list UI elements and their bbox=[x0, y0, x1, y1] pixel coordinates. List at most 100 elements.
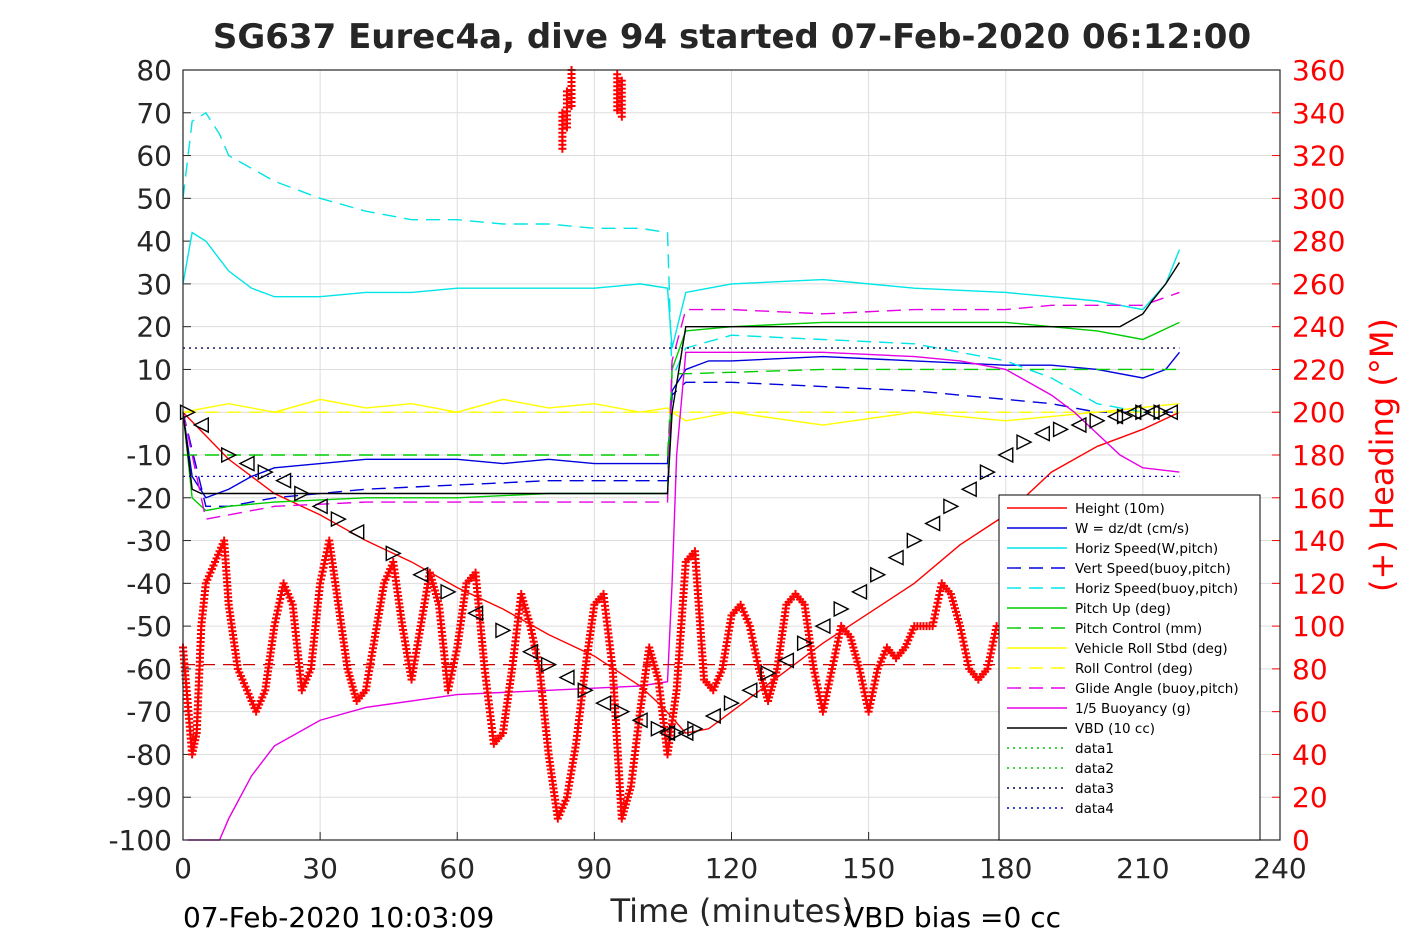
y2-tick-label: 340 bbox=[1292, 97, 1345, 130]
legend-label: data1 bbox=[1075, 741, 1114, 757]
height-marker bbox=[760, 665, 777, 682]
y-tick-label: -10 bbox=[126, 439, 172, 472]
footer-vbd-bias: VBD bias =0 cc bbox=[845, 901, 1061, 934]
x-tick-label: 210 bbox=[1116, 852, 1169, 885]
y2-tick-label: 200 bbox=[1292, 396, 1345, 429]
height-marker bbox=[257, 463, 274, 481]
legend-label: Roll Control (deg) bbox=[1075, 661, 1193, 677]
height-marker bbox=[850, 583, 868, 601]
height-marker bbox=[330, 511, 347, 528]
y2-tick-label: 180 bbox=[1292, 439, 1345, 472]
height-marker bbox=[924, 515, 941, 532]
height-marker bbox=[1033, 425, 1051, 442]
y-tick-label: 60 bbox=[136, 140, 172, 173]
height-marker bbox=[960, 481, 977, 498]
legend-label: Height (10m) bbox=[1075, 501, 1165, 517]
height-marker bbox=[668, 724, 686, 742]
y2-tick-label: 120 bbox=[1292, 567, 1345, 600]
height-marker bbox=[1116, 408, 1134, 425]
height-marker bbox=[1016, 434, 1033, 451]
y2-tick-label: 80 bbox=[1292, 653, 1328, 686]
height-marker bbox=[1143, 404, 1160, 421]
series-layer bbox=[182, 111, 1181, 841]
legend-label: data2 bbox=[1075, 761, 1114, 777]
height-marker bbox=[540, 656, 558, 673]
height-marker bbox=[614, 703, 631, 720]
y-tick-label: 50 bbox=[136, 182, 172, 215]
x-tick-label: 0 bbox=[174, 852, 192, 885]
legend-label: Pitch Control (mm) bbox=[1075, 621, 1202, 637]
y-tick-label: 40 bbox=[136, 225, 172, 258]
y2-tick-label: 280 bbox=[1292, 225, 1345, 258]
height-marker bbox=[658, 724, 676, 742]
height-marker-layer bbox=[179, 404, 1179, 742]
y2-tick-label: 240 bbox=[1292, 311, 1345, 344]
y-tick-label: -60 bbox=[126, 653, 172, 686]
legend-label: Vehicle Roll Stbd (deg) bbox=[1075, 641, 1228, 657]
heading-wrap-point bbox=[613, 106, 622, 115]
height-marker bbox=[274, 472, 292, 489]
heading-wrap-point bbox=[567, 102, 576, 110]
height-marker bbox=[906, 532, 923, 549]
height-marker bbox=[412, 566, 429, 583]
height-marker bbox=[704, 707, 721, 725]
height-marker bbox=[777, 652, 795, 669]
plot-frame bbox=[182, 69, 1281, 841]
height-marker bbox=[192, 416, 209, 434]
height-marker bbox=[687, 720, 704, 737]
x-axis-label: Time (minutes) bbox=[610, 892, 854, 930]
height-marker bbox=[577, 682, 594, 699]
y2-tick-label: 300 bbox=[1292, 182, 1345, 215]
height-marker bbox=[1106, 408, 1124, 425]
x-tick-label: 150 bbox=[842, 852, 895, 885]
height-marker bbox=[943, 498, 960, 515]
x-tick-label: 30 bbox=[302, 852, 338, 885]
x-tick-labels: 0 30 60 90 120 150 180 210 240 bbox=[174, 852, 1307, 885]
height-marker bbox=[594, 694, 612, 712]
series-line-horiz-speed-buoy-pitch- bbox=[182, 111, 1180, 413]
series-line-vert-speed-buoy-pitch- bbox=[182, 381, 1180, 508]
y-tick-label: 30 bbox=[136, 268, 172, 301]
y2-tick-labels: 3603403203002802602402202001801601401201… bbox=[1292, 54, 1345, 857]
height-marker bbox=[814, 617, 831, 635]
legend-label: W = dz/dt (cm/s) bbox=[1075, 521, 1189, 537]
y-tick-label: 0 bbox=[154, 396, 172, 429]
chart-title: SG637 Eurec4a, dive 94 started 07-Feb-20… bbox=[213, 17, 1251, 57]
y2-tick-label: 100 bbox=[1292, 610, 1345, 643]
x-tick-label: 90 bbox=[577, 852, 613, 885]
y2-axis-label: (+) Heading (°M) bbox=[1363, 318, 1401, 592]
x-tick-label: 60 bbox=[439, 852, 475, 885]
legend-label: data4 bbox=[1075, 801, 1114, 817]
footer-timestamp: 07-Feb-2020 10:03:09 bbox=[183, 901, 494, 934]
y-tick-label: -20 bbox=[126, 482, 172, 515]
height-marker bbox=[1135, 404, 1152, 421]
y-tick-label: -30 bbox=[126, 525, 172, 558]
height-marker bbox=[440, 583, 457, 601]
height-marker bbox=[1089, 412, 1106, 429]
y-tick-label: -40 bbox=[126, 567, 172, 600]
y-tick-label: 70 bbox=[136, 97, 172, 130]
height-marker bbox=[311, 498, 328, 515]
heading-wrap-point bbox=[558, 144, 567, 153]
height-marker bbox=[631, 712, 648, 729]
y2-tick-label: 140 bbox=[1292, 525, 1345, 558]
y2-tick-label: 320 bbox=[1292, 140, 1345, 173]
y-tick-label: 20 bbox=[136, 311, 172, 344]
x-tick-label: 240 bbox=[1253, 852, 1306, 885]
y2-tick-label: 160 bbox=[1292, 482, 1345, 515]
y2-tick-label: 260 bbox=[1292, 268, 1345, 301]
y-tick-label: -90 bbox=[126, 781, 172, 814]
series-line-vehicle-roll-stbd-deg- bbox=[182, 398, 1180, 426]
height-marker bbox=[558, 669, 575, 686]
height-marker bbox=[221, 446, 238, 464]
height-marker bbox=[741, 682, 758, 699]
height-marker bbox=[348, 523, 365, 541]
series-line-glide-angle-buoy-pitch- bbox=[182, 291, 1180, 520]
height-marker bbox=[294, 485, 311, 502]
height-marker bbox=[979, 463, 997, 481]
height-marker bbox=[495, 622, 512, 639]
height-marker bbox=[997, 446, 1014, 464]
height-marker bbox=[887, 549, 904, 566]
height-marker bbox=[870, 566, 887, 583]
legend-label: Pitch Up (deg) bbox=[1075, 601, 1171, 617]
